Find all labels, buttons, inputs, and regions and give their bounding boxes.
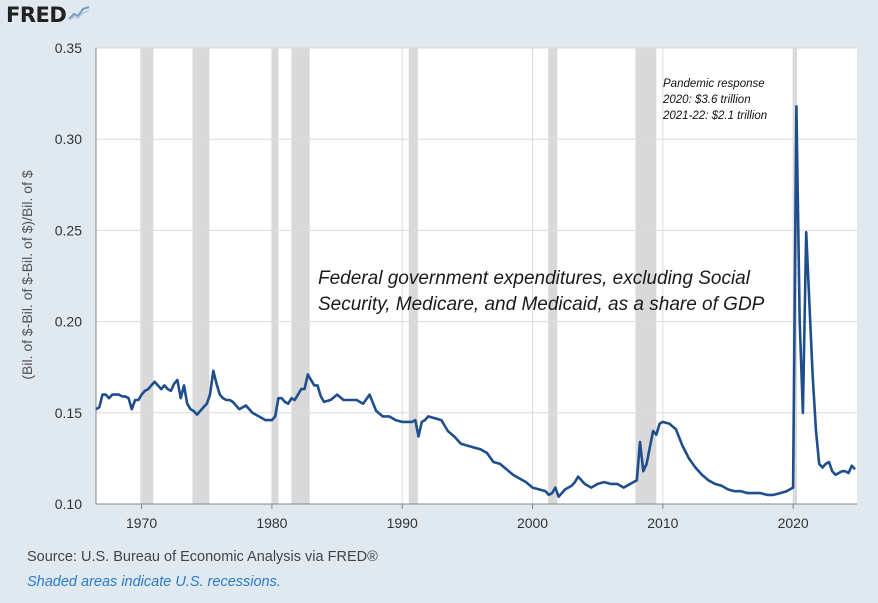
x-tick-label: 1970 [126, 515, 157, 531]
recession-band [140, 48, 154, 504]
line-chart: 0.10 0.15 0.20 0.25 0.30 0.35 1970 1980 1990 2000… [55, 40, 857, 531]
pandemic-annotation-line: 2021-22: $2.1 trillion [663, 110, 768, 122]
series-line [95, 105, 856, 499]
x-tick-label: 1980 [256, 515, 287, 531]
x-tick-label: 2010 [647, 515, 678, 531]
source-text: Source: U.S. Bureau of Economic Analysis… [27, 549, 378, 565]
pandemic-annotation-line: 2020: $3.6 trillion [663, 94, 751, 106]
chart-line-icon [68, 4, 91, 26]
pandemic-annotation: Pandemic response 2020: $3.6 trillion 20… [663, 76, 767, 124]
recession-band [271, 48, 279, 504]
y-tick-label: 0.25 [55, 222, 82, 238]
chart-description-annotation: Federal government expenditures, excludi… [318, 268, 765, 315]
x-tick-label: 2000 [517, 515, 548, 531]
y-tick-label: 0.35 [55, 40, 82, 56]
logo-text: FRED [6, 3, 67, 27]
y-tick-label: 0.20 [55, 314, 82, 330]
recession-band [291, 48, 310, 504]
recession-band [635, 48, 657, 504]
fred-logo: FRED [6, 3, 91, 27]
x-tick-label: 2020 [778, 515, 809, 531]
x-tick-label: 1990 [387, 515, 418, 531]
plot-area [96, 48, 857, 504]
recession-band [408, 48, 418, 504]
recession-band [548, 48, 558, 504]
recession-band [192, 48, 210, 504]
pandemic-annotation-line: Pandemic response [663, 78, 765, 90]
y-tick-label: 0.15 [55, 405, 82, 421]
y-axis-title: (Bil. of $-Bil. of $-Bil. of $)/Bil. of … [19, 170, 35, 380]
y-tick-label: 0.10 [55, 496, 82, 512]
y-tick-label: 0.30 [55, 131, 82, 147]
recession-note: Shaded areas indicate U.S. recessions. [27, 574, 281, 590]
